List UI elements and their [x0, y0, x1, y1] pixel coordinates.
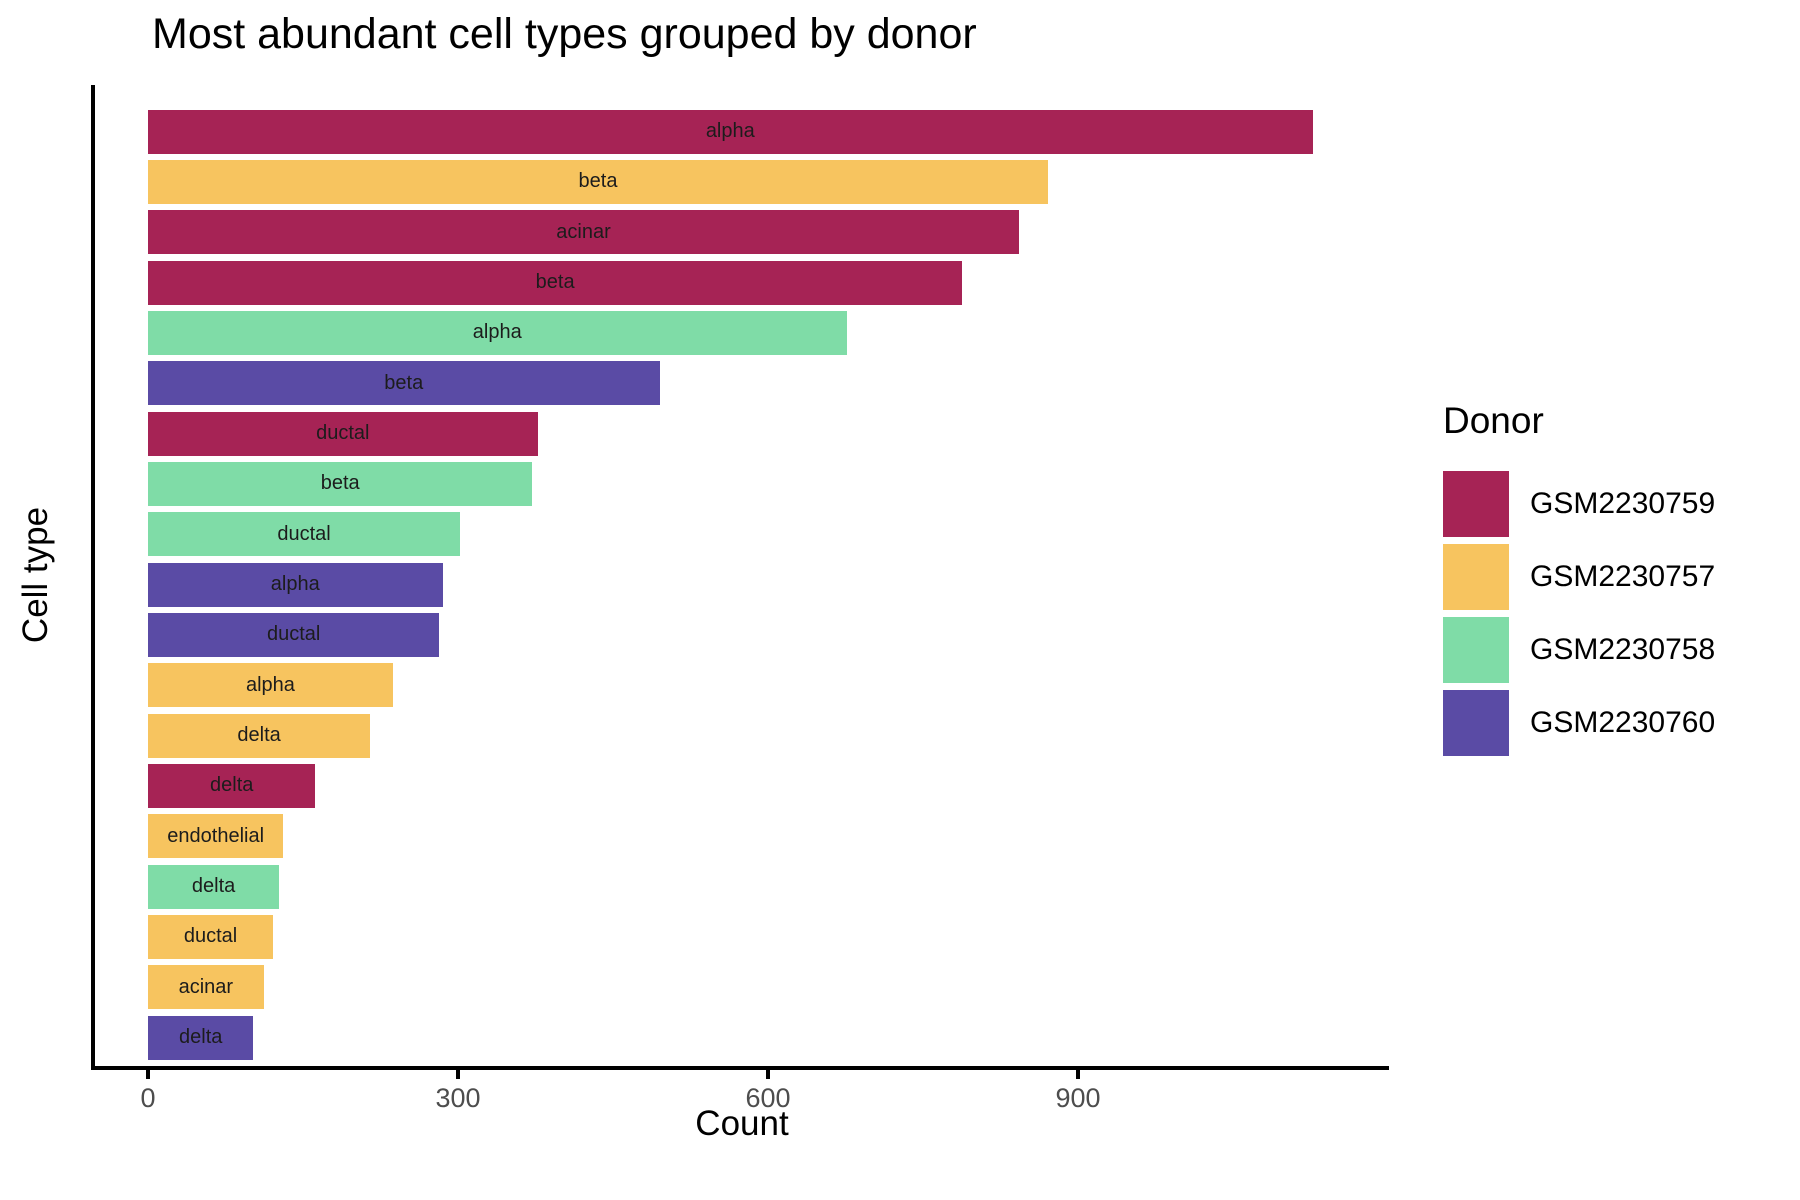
- bar-label: ductal: [183, 925, 238, 948]
- bar: alpha: [148, 663, 393, 708]
- bar: alpha: [148, 109, 1313, 154]
- legend-item: GSM2230759: [1443, 471, 1715, 537]
- bar: ductal: [148, 512, 461, 557]
- legend-label: GSM2230760: [1530, 706, 1716, 739]
- legend-title: Donor: [1443, 400, 1544, 441]
- bar: alpha: [148, 310, 847, 355]
- legend-label: GSM2230757: [1530, 560, 1716, 593]
- x-tick-mark: [456, 1066, 460, 1079]
- bar-label: endothelial: [167, 824, 265, 847]
- bar-label: delta: [191, 875, 236, 898]
- bar-label: ductal: [316, 422, 370, 445]
- bar: ductal: [148, 914, 274, 959]
- legend-item: GSM2230760: [1443, 690, 1715, 756]
- bar-label: beta: [384, 371, 424, 394]
- bar: beta: [148, 159, 1049, 204]
- legend-swatch: [1443, 617, 1509, 683]
- x-tick-mark: [766, 1066, 770, 1079]
- bar-label: beta: [578, 170, 618, 193]
- x-tick-label: 300: [435, 1083, 481, 1113]
- bar-label: delta: [210, 774, 254, 797]
- bar: endothelial: [148, 814, 284, 859]
- bar-label: alpha: [245, 673, 295, 696]
- bar-label: acinar: [178, 975, 234, 998]
- bar: delta: [148, 1015, 254, 1060]
- bar: beta: [148, 260, 963, 305]
- y-axis-title: Cell type: [16, 506, 55, 644]
- bar: beta: [148, 361, 660, 406]
- legend-swatch: [1443, 471, 1509, 537]
- x-tick-label: 0: [140, 1083, 156, 1113]
- x-tick-label: 600: [745, 1083, 791, 1113]
- bar: delta: [148, 763, 316, 808]
- bar: alpha: [148, 562, 443, 607]
- x-tick-mark: [1076, 1066, 1080, 1079]
- bar: delta: [148, 864, 280, 909]
- legend-swatch: [1443, 690, 1509, 756]
- bar-label: beta: [320, 472, 360, 495]
- legend-swatch: [1443, 544, 1509, 610]
- chart-title: Most abundant cell types grouped by dono…: [152, 10, 977, 58]
- bar-label: alpha: [472, 321, 522, 344]
- x-axis-title: Count: [695, 1104, 789, 1143]
- bar-label: alpha: [270, 573, 320, 596]
- bar-label: ductal: [267, 623, 321, 646]
- bar: ductal: [148, 411, 538, 456]
- bar-label: acinar: [556, 220, 611, 243]
- x-tick-mark: [146, 1066, 150, 1079]
- bar-label: alpha: [705, 120, 755, 143]
- bar-label: ductal: [277, 522, 331, 545]
- bar-label: delta: [237, 724, 281, 747]
- plot-panel: alpha beta acinar beta alpha beta ductal beta du…: [91, 85, 1389, 1113]
- bar: acinar: [148, 965, 264, 1010]
- legend-items: GSM2230759 GSM2230757 GSM2230758 GSM2230760: [1443, 471, 1715, 756]
- x-tick-label: 900: [1055, 1083, 1101, 1113]
- legend: Donor GSM2230759 GSM2230757 GSM2230758 GSM2…: [1443, 400, 1715, 763]
- bar-label: delta: [179, 1026, 223, 1049]
- legend-label: GSM2230759: [1530, 487, 1716, 520]
- bar: ductal: [148, 612, 440, 657]
- bar: beta: [148, 461, 533, 506]
- bar: acinar: [148, 210, 1020, 255]
- legend-item: GSM2230758: [1443, 617, 1715, 683]
- bar-label: beta: [535, 271, 575, 294]
- bar: delta: [148, 713, 371, 758]
- legend-label: GSM2230758: [1530, 633, 1716, 666]
- legend-item: GSM2230757: [1443, 544, 1715, 610]
